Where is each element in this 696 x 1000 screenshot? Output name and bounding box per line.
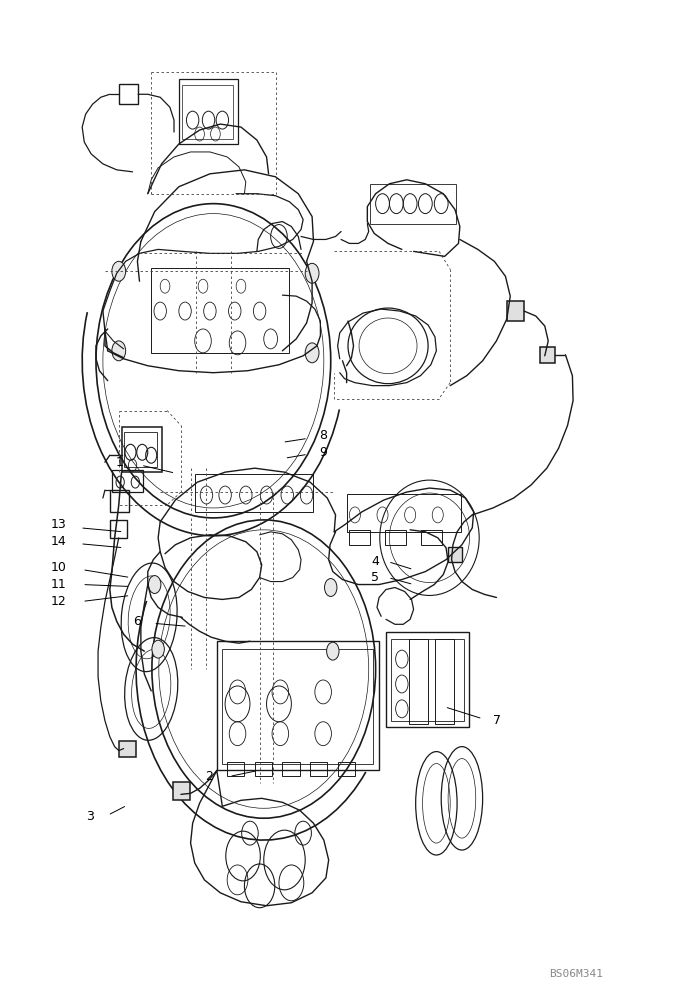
Text: 13: 13 — [51, 518, 66, 531]
Bar — [227, 762, 244, 776]
Bar — [386, 632, 469, 727]
Text: 14: 14 — [51, 535, 66, 548]
Bar — [540, 347, 555, 363]
Bar — [122, 427, 161, 472]
Bar — [507, 301, 524, 321]
Bar — [119, 741, 136, 757]
Bar — [110, 520, 127, 538]
Bar — [283, 762, 300, 776]
Circle shape — [305, 343, 319, 363]
Text: 3: 3 — [86, 810, 94, 823]
Bar — [119, 84, 138, 104]
Circle shape — [324, 579, 337, 596]
Text: 9: 9 — [319, 446, 327, 459]
Bar — [195, 474, 313, 512]
Bar — [448, 547, 462, 562]
Bar — [255, 762, 272, 776]
Text: BS06M341: BS06M341 — [549, 969, 603, 979]
Bar — [338, 762, 355, 776]
Bar — [173, 782, 190, 800]
Bar — [179, 79, 237, 144]
Bar — [222, 649, 373, 764]
Circle shape — [152, 640, 164, 658]
Bar — [310, 762, 327, 776]
Bar — [182, 85, 233, 139]
Circle shape — [112, 261, 126, 281]
Bar — [386, 530, 406, 545]
Bar — [370, 184, 457, 224]
Circle shape — [148, 576, 161, 593]
Text: 4: 4 — [371, 555, 379, 568]
Bar — [349, 530, 370, 545]
Text: 7: 7 — [493, 714, 501, 727]
Text: 5: 5 — [371, 571, 379, 584]
Circle shape — [305, 263, 319, 283]
Text: 2: 2 — [205, 770, 214, 783]
Bar — [391, 639, 464, 721]
Text: 10: 10 — [50, 561, 66, 574]
Bar — [421, 530, 442, 545]
Circle shape — [112, 341, 126, 361]
Bar — [409, 639, 428, 724]
Circle shape — [326, 642, 339, 660]
Bar — [151, 268, 290, 353]
Text: 8: 8 — [319, 429, 327, 442]
Bar — [435, 639, 454, 724]
Text: 1: 1 — [116, 456, 124, 469]
Text: 11: 11 — [51, 578, 66, 591]
Bar — [125, 432, 157, 467]
Bar — [347, 494, 461, 532]
Bar — [217, 641, 379, 770]
Text: 12: 12 — [51, 595, 66, 608]
Bar — [110, 490, 129, 512]
Text: 6: 6 — [133, 615, 141, 628]
Bar — [112, 470, 143, 492]
